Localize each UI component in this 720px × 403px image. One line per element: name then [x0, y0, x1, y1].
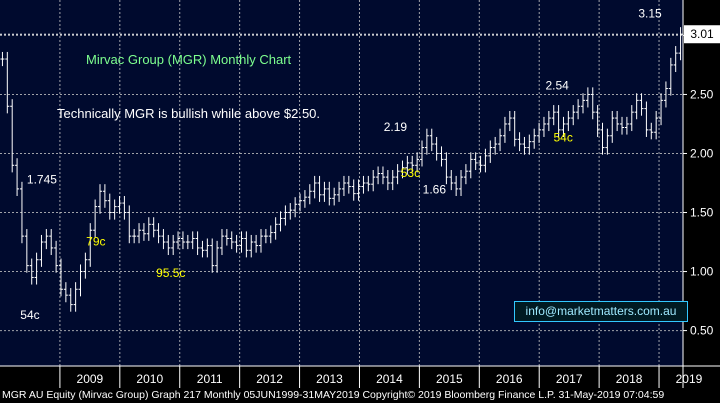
- x-tick-label: 2009: [77, 372, 104, 386]
- x-tick-label: 2015: [436, 372, 463, 386]
- x-tick-label: 2016: [496, 372, 523, 386]
- x-tick-label: 2013: [316, 372, 343, 386]
- x-tick-label: 2011: [197, 372, 223, 386]
- y-tick-label: 1.00: [690, 265, 714, 279]
- x-tick-label: 2018: [616, 372, 643, 386]
- y-tick-label: 0.50: [690, 324, 714, 338]
- x-tick-label: 2019: [676, 372, 703, 386]
- footer-text: MGR AU Equity (Mirvac Group) Graph 217 M…: [2, 389, 665, 401]
- x-tick-label: 2014: [376, 372, 403, 386]
- x-tick-label: 2017: [556, 372, 583, 386]
- last-price-tag: [684, 25, 720, 44]
- price-annotation: 3.15: [638, 7, 662, 21]
- x-tick-label: 2012: [256, 372, 283, 386]
- price-annotation: 1.745: [27, 173, 57, 187]
- y-tick-label: 2.00: [690, 146, 714, 160]
- annotation-text: Technically MGR is bullish while above $…: [57, 106, 321, 121]
- price-annotation: 53c: [401, 166, 420, 180]
- last-price-value: 3.01: [690, 27, 714, 41]
- y-tick-label: 1.50: [690, 206, 714, 220]
- price-annotation: 79c: [86, 235, 105, 249]
- price-annotation: 2.19: [384, 120, 408, 134]
- x-axis-panel: [0, 366, 720, 388]
- y-axis-panel: [683, 0, 720, 388]
- price-annotation: 1.66: [423, 183, 447, 197]
- chart-title: Mirvac Group (MGR) Monthly Chart: [86, 52, 292, 67]
- contact-box[interactable]: info@marketmatters.com.au: [514, 301, 688, 322]
- price-annotation: 54c: [20, 308, 39, 322]
- price-annotation: 54c: [553, 131, 572, 145]
- price-series: [0, 27, 683, 312]
- price-annotation: 95.5c: [156, 266, 185, 280]
- price-annotation: 2.54: [546, 79, 570, 93]
- x-tick-label: 2010: [136, 372, 163, 386]
- y-tick-label: 2.50: [690, 87, 714, 101]
